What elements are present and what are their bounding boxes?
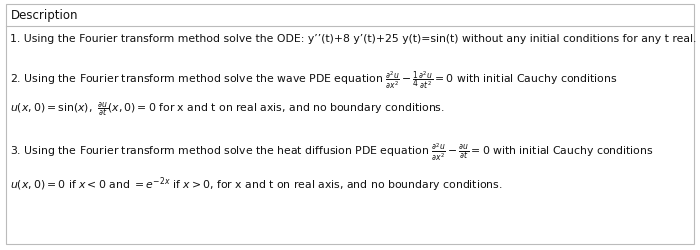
Text: 1. Using the Fourier transform method solve the ODE: y’’(t)+8 y’(t)+25 y(t)=sin(: 1. Using the Fourier transform method so…	[10, 34, 697, 44]
Text: 2. Using the Fourier transform method solve the wave PDE equation $\frac{\partia: 2. Using the Fourier transform method so…	[10, 69, 618, 91]
Text: 3. Using the Fourier transform method solve the heat diffusion PDE equation $\fr: 3. Using the Fourier transform method so…	[10, 142, 654, 163]
Text: Description: Description	[10, 9, 78, 22]
Text: $u(x, 0) = \sin(x),\ \frac{\partial u}{\partial t}(x, 0) = 0$ for x and t on rea: $u(x, 0) = \sin(x),\ \frac{\partial u}{\…	[10, 101, 445, 119]
Text: $u(x, 0) = 0$ if $x < 0$ and $= e^{-2x}$ if $x > 0$, for x and t on real axis, a: $u(x, 0) = 0$ if $x < 0$ and $= e^{-2x}$…	[10, 176, 503, 194]
